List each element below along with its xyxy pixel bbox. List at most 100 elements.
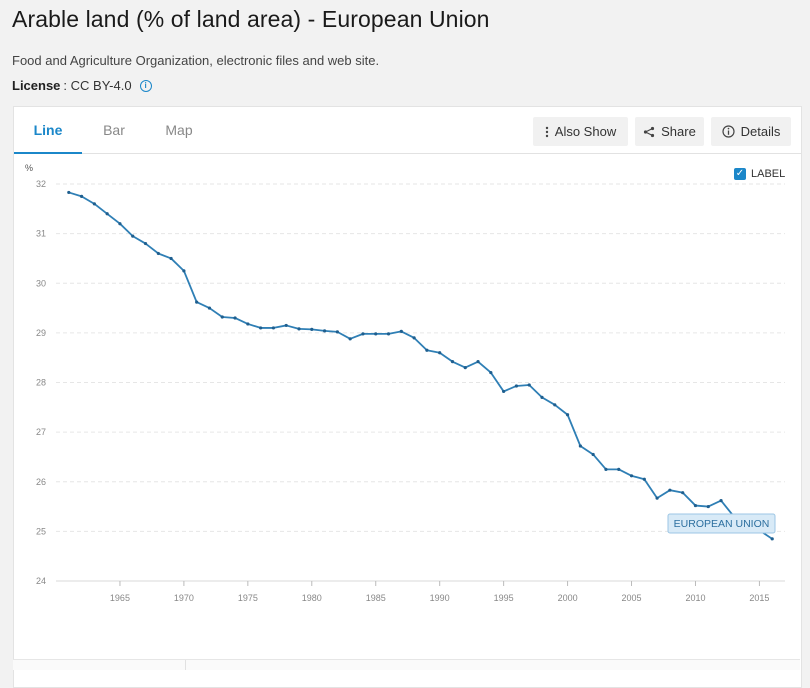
x-tick-label: 1985 [366, 593, 386, 603]
label-toggle[interactable]: ✓ LABEL [734, 168, 785, 180]
data-point [118, 222, 122, 226]
data-point [553, 403, 557, 407]
data-point [284, 323, 288, 328]
x-tick-label: 1975 [238, 593, 258, 603]
data-point [131, 234, 135, 238]
also-show-button[interactable]: Also Show [533, 117, 628, 146]
data-point [463, 366, 467, 370]
series-line [68, 191, 773, 540]
data-point [246, 322, 250, 326]
info-circle-icon [722, 125, 735, 138]
data-point [565, 413, 570, 417]
data-point [67, 190, 71, 195]
y-tick-label: 26 [36, 477, 46, 487]
data-point [143, 241, 148, 246]
x-tick-label: 1995 [494, 593, 514, 603]
page-title: Arable land (% of land area) - European … [12, 6, 490, 32]
data-point [412, 336, 416, 340]
x-tick-label: 1980 [302, 593, 322, 603]
y-tick-label: 31 [36, 229, 46, 239]
y-tick-label: 32 [36, 179, 46, 189]
chart-panel: Line Bar Map Also Show Share Details [13, 106, 802, 688]
data-point [271, 326, 276, 330]
x-tick-label: 2010 [685, 593, 705, 603]
strip-divider [185, 660, 186, 670]
y-tick-label: 30 [36, 278, 46, 288]
x-tick-label: 2005 [622, 593, 642, 603]
data-point [668, 488, 672, 492]
data-point [540, 395, 544, 399]
data-point [195, 300, 199, 304]
source-text: Food and Agriculture Organization, elect… [12, 53, 380, 68]
data-point [322, 329, 327, 333]
data-point [182, 269, 186, 273]
share-label: Share [661, 124, 696, 139]
data-point [310, 327, 314, 332]
data-point [489, 370, 493, 375]
data-point [591, 452, 595, 457]
data-point [770, 537, 774, 541]
data-point [233, 316, 237, 320]
data-point [105, 212, 109, 216]
data-point [476, 360, 480, 364]
line-chart: 24 25 26 27 28 29 30 31 32% 1965 1970 1975 1980 1985 1… [25, 163, 785, 603]
y-axis-unit-label: % [25, 163, 33, 173]
data-point [502, 389, 506, 394]
series-end-label-box [667, 513, 776, 534]
details-button[interactable]: Details [711, 117, 791, 146]
data-point [220, 315, 224, 319]
data-point [399, 329, 403, 333]
share-button[interactable]: Share [635, 117, 704, 146]
y-tick-label: 28 [36, 378, 46, 388]
data-point [514, 384, 519, 388]
data-point [642, 477, 646, 481]
bottom-strip [13, 659, 800, 670]
data-point [79, 194, 84, 199]
also-show-label: Also Show [554, 124, 617, 139]
license-value: : CC BY-4.0 [63, 78, 132, 93]
data-point [438, 351, 442, 355]
x-tick-label: 1970 [174, 593, 194, 603]
data-point [207, 306, 212, 310]
data-point [450, 360, 455, 364]
chart-tabs: Line Bar Map Also Show Share Details [14, 107, 801, 154]
info-icon[interactable]: i [139, 79, 152, 92]
data-point [578, 444, 582, 448]
data-point [361, 332, 365, 336]
data-point [655, 496, 659, 500]
checkbox-checked-icon[interactable]: ✓ [734, 168, 746, 180]
data-point [335, 330, 339, 334]
data-point [527, 383, 531, 387]
y-tick-label: 29 [36, 328, 46, 338]
data-point [425, 348, 429, 352]
y-tick-label: 24 [36, 576, 46, 586]
data-point [374, 332, 378, 336]
data-point [719, 499, 723, 503]
data-point [604, 467, 608, 471]
details-label: Details [740, 124, 781, 139]
data-point [386, 332, 391, 336]
share-icon [643, 126, 655, 138]
label-toggle-text: LABEL [751, 168, 786, 180]
data-point [706, 504, 710, 509]
tab-map[interactable]: Map [165, 122, 193, 138]
data-point [693, 503, 698, 508]
data-point [629, 474, 634, 478]
x-tick-label: 2000 [558, 593, 578, 603]
tab-line[interactable]: Line [14, 107, 82, 154]
tab-bar[interactable]: Bar [103, 122, 125, 138]
x-tick-label: 1965 [110, 593, 130, 603]
data-point [297, 327, 301, 331]
data-point [169, 256, 173, 261]
data-point [348, 337, 352, 341]
x-tick-label: 2015 [749, 593, 769, 603]
license-label: License [12, 78, 61, 93]
data-point [617, 467, 621, 471]
license-line: License : CC BY-4.0 i [12, 78, 152, 93]
data-point [92, 202, 96, 206]
more-vertical-icon [545, 126, 549, 138]
y-tick-label: 25 [36, 526, 46, 536]
data-point [259, 326, 263, 330]
data-point [681, 491, 685, 495]
data-point [156, 251, 160, 256]
